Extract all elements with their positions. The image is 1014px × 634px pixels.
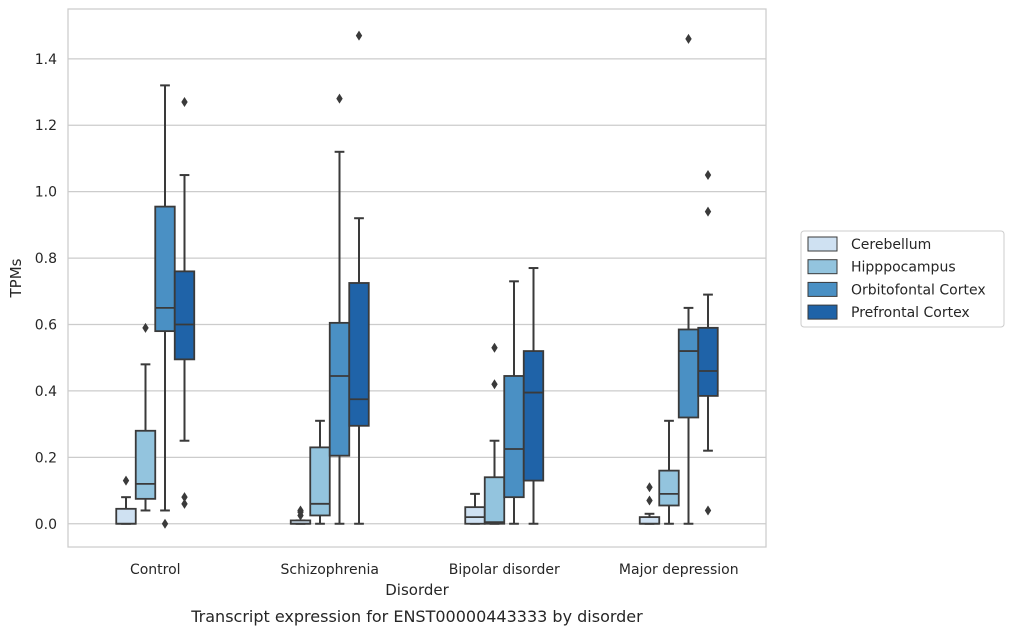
box-group bbox=[522, 267, 545, 525]
box-iqr bbox=[115, 507, 137, 525]
box-iqr bbox=[638, 516, 661, 525]
x-tick-label: Bipolar disorder bbox=[449, 562, 560, 578]
box-iqr bbox=[483, 476, 506, 525]
legend-swatch bbox=[807, 304, 838, 320]
outlier-point bbox=[646, 495, 653, 506]
y-tick-label: 0.2 bbox=[35, 450, 57, 466]
box-iqr bbox=[677, 328, 700, 419]
legend-label: Orbitofontal Cortex bbox=[851, 282, 986, 298]
box-group bbox=[115, 475, 137, 525]
box-iqr bbox=[658, 469, 680, 507]
y-tick-label: 0.0 bbox=[35, 517, 57, 533]
box-group bbox=[638, 482, 661, 525]
box-group bbox=[677, 33, 700, 525]
outlier-point bbox=[355, 30, 363, 41]
outlier-point bbox=[685, 33, 692, 44]
box-group bbox=[154, 84, 176, 529]
x-tick-label: Control bbox=[130, 562, 181, 578]
y-axis-ticks: 0.0 0.2 0.4 0.6 0.8 1.0 1.2 1.4 bbox=[35, 52, 57, 533]
box-iqr bbox=[309, 446, 331, 517]
outlier-point bbox=[491, 379, 498, 390]
box-group bbox=[483, 342, 506, 525]
legend-label: Prefrontal Cortex bbox=[851, 305, 970, 321]
x-tick-label: Major depression bbox=[619, 562, 739, 578]
legend-label: Cerebellum bbox=[851, 237, 931, 253]
outlier-point bbox=[181, 492, 188, 503]
box-iqr bbox=[697, 326, 719, 397]
outlier-point bbox=[142, 322, 149, 333]
x-tick-label: Schizophrenia bbox=[281, 562, 379, 578]
x-axis-title: Disorder bbox=[385, 581, 449, 599]
legend-label: Hipppocampus bbox=[851, 260, 956, 276]
box-group bbox=[348, 30, 370, 525]
y-tick-label: 0.4 bbox=[35, 384, 57, 400]
outlier-point bbox=[704, 170, 712, 181]
outlier-point bbox=[181, 498, 188, 509]
outlier-point bbox=[122, 475, 130, 486]
legend-swatch bbox=[807, 281, 838, 297]
box-iqr bbox=[173, 270, 196, 361]
box-group bbox=[173, 96, 196, 509]
box-iqr bbox=[464, 506, 486, 525]
box-iqr bbox=[522, 350, 545, 482]
y-tick-label: 1.0 bbox=[35, 185, 57, 201]
box-group bbox=[289, 505, 312, 525]
y-tick-label: 0.8 bbox=[35, 251, 57, 267]
outlier-point bbox=[336, 93, 343, 104]
legend: Cerebellum Hipppocampus Orbitofontal Corte… bbox=[800, 230, 1005, 328]
chart-caption: Transcript expression for ENST0000044333… bbox=[190, 607, 643, 626]
outlier-point bbox=[181, 96, 188, 107]
outlier-point bbox=[646, 482, 653, 493]
x-axis-ticks: Control Schizophrenia Bipolar disorder Majo… bbox=[130, 562, 739, 578]
box-group bbox=[503, 280, 525, 525]
legend-swatch bbox=[807, 236, 838, 252]
box-group bbox=[697, 170, 719, 516]
legend-frame bbox=[800, 230, 1005, 328]
box-iqr bbox=[154, 205, 176, 333]
box-iqr bbox=[348, 282, 370, 427]
box-group bbox=[328, 93, 351, 525]
box-group bbox=[309, 419, 331, 525]
plot-area bbox=[115, 30, 719, 529]
y-tick-label: 1.2 bbox=[35, 118, 57, 134]
outlier-point bbox=[704, 505, 712, 516]
y-tick-label: 1.4 bbox=[35, 52, 57, 68]
plot-frame bbox=[67, 8, 767, 548]
box-iqr bbox=[503, 375, 525, 499]
box-group bbox=[658, 419, 680, 525]
outlier-point bbox=[297, 505, 304, 516]
box-iqr bbox=[134, 429, 157, 500]
legend-swatch bbox=[807, 259, 838, 275]
outlier-point bbox=[704, 206, 712, 217]
outlier-point bbox=[161, 518, 169, 529]
box-group bbox=[134, 322, 157, 512]
y-tick-label: 0.6 bbox=[35, 317, 57, 333]
box-group bbox=[464, 492, 486, 525]
y-axis-title: TPMs bbox=[7, 258, 25, 298]
box-iqr bbox=[328, 321, 351, 457]
outlier-point bbox=[491, 342, 498, 353]
